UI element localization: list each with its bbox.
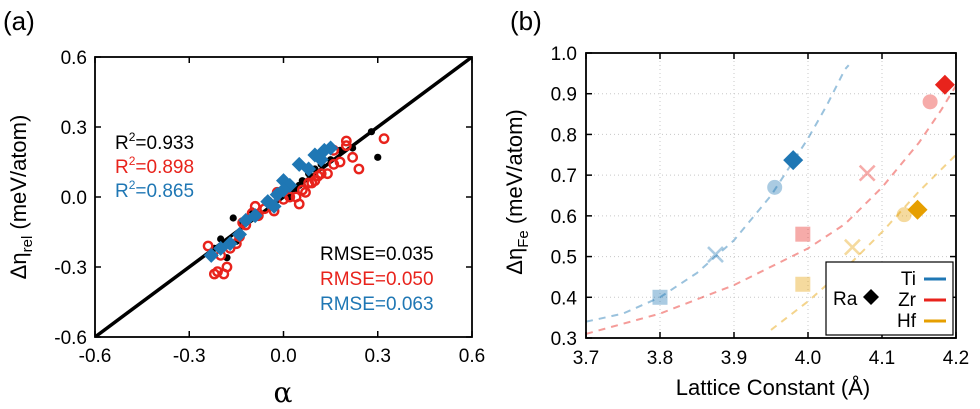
fit-curve [770,154,956,331]
panel-a-x-tick-label: -0.6 [79,346,112,367]
panel-a: (a) -0.6-0.30.00.30.6 -0.6 -0.3 0.0 0.3 0.6 … [3,6,485,409]
panel-a-x-tick-label: 0.3 [365,346,391,367]
red-data-point [322,168,333,180]
panel-b-y-tick-label: 0.8 [551,125,577,146]
panel-b-y-tick-label: 0.5 [551,248,577,269]
blue-data-point [232,226,248,242]
panel-b-grid [586,53,956,338]
ti-diamond-marker [783,150,804,171]
black-data-point [367,128,376,136]
panel-b-y-tick-label: 0.9 [551,85,577,106]
red-data-point [221,261,233,273]
hf-x-marker [843,238,861,256]
blue-data-point [222,236,238,252]
hf-circle-marker [896,207,912,223]
panel-a-y-tick-labels: -0.6 -0.3 0.0 0.3 0.6 [54,48,87,349]
panel-b-fit-curves [586,64,956,335]
rmse-red: RMSE=0.050 [320,269,434,290]
r2-blue: R2=0.865 [115,178,194,202]
blue-data-point [323,140,339,156]
panel-b-y-axis-title: ΔηFe (meV/atom) [502,109,532,274]
panel-b-y-tick-label: 0.4 [551,288,578,309]
zr-square-marker [795,226,811,242]
black-data-point [374,153,382,161]
red-data-point [202,240,214,252]
red-data-point [300,186,311,198]
zr-diamond-marker [934,74,955,95]
ti-x-marker [707,246,724,263]
panel-a-y-tick-label: 0.0 [61,188,87,209]
rmse-block: RMSE=0.035 RMSE=0.050 RMSE=0.063 [320,244,434,315]
legend-ra-label: Ra [833,289,858,310]
panel-a-y-tick-label: -0.6 [54,328,87,349]
panel-b-x-tick-label: 4.2 [943,348,969,369]
panel-b-x-tick-label: 3.9 [721,348,747,369]
hf-diamond-marker [907,199,928,220]
legend-label-hf: Hf [897,311,917,332]
panel-b-x-tick-label: 3.8 [647,348,673,369]
panel-b-y-tick-labels: 0.3 0.4 0.5 0.6 0.7 0.8 0.9 1.0 [551,44,578,350]
panel-a-y-tick-label: 0.6 [61,48,87,69]
hf-square-marker [795,276,811,292]
red-data-point [347,151,359,163]
red-data-point [328,158,340,170]
zr-x-marker [858,164,876,182]
fit-curve [586,85,956,335]
panel-b-label: (b) [510,6,542,36]
panel-b-x-tick-labels: 3.7 3.8 3.9 4.0 4.1 4.2 [573,348,969,369]
panel-a-y-tick-label: 0.3 [61,118,87,139]
black-data-point [229,214,237,222]
panel-b: (b) 0.3 0.4 0.5 0.6 0.7 0.8 0.9 1.0 3.7 3.8 3.9 4.… [502,6,969,400]
legend-label-zr: Zr [898,290,917,311]
red-data-point [353,163,365,175]
red-data-point [378,133,390,145]
panel-a-x-axis-title: α [274,376,293,409]
fit-curve [586,64,850,323]
legend-label-ti: Ti [901,269,916,290]
blue-data-point [276,182,291,198]
ti-circle-marker [767,179,783,195]
panel-a-x-tick-label: 0.0 [270,346,296,367]
panel-b-data-points [652,74,955,305]
panel-b-y-tick-label: 0.3 [551,329,577,350]
red-data-point [212,266,223,278]
panel-b-y-tick-label: 1.0 [551,44,577,65]
ti-square-marker [652,289,668,305]
panel-a-x-tick-label: 0.6 [459,346,485,367]
panel-a-frame [94,56,473,338]
black-data-point [217,235,225,243]
panel-b-frame [585,52,957,339]
blue-data-point [301,161,317,177]
panel-b-x-axis-title: Lattice Constant (Å) [676,375,870,400]
panel-a-data-points [202,128,390,280]
red-data-point [340,140,352,152]
panel-b-y-tick-label: 0.6 [551,207,577,228]
r2-block: R2=0.933 R2=0.898 R2=0.865 [115,130,194,202]
panel-b-x-tick-label: 4.0 [795,348,821,369]
panel-a-y-tick-label: -0.3 [54,258,87,279]
panel-b-x-tick-label: 4.1 [869,348,895,369]
r2-black: R2=0.933 [115,130,194,154]
panel-a-x-tick-label: -0.3 [173,346,206,367]
blue-data-point [247,208,263,224]
zr-circle-marker [922,94,938,110]
r2-red: R2=0.898 [115,154,194,178]
panel-b-x-tick-label: 3.7 [573,348,599,369]
red-data-point [340,135,352,147]
blue-data-point [266,198,282,214]
panel-a-y-axis-title: Δηrel (meV/atom) [6,115,36,280]
red-data-point [334,156,346,168]
panel-a-label: (a) [3,6,35,36]
red-data-point [293,198,305,210]
red-data-point [315,168,327,180]
legend-diamond-icon [863,289,879,305]
rmse-black: RMSE=0.035 [320,244,434,265]
panel-b-y-tick-label: 0.7 [551,166,577,187]
panel-a-x-tick-labels: -0.6 -0.3 0.0 0.3 0.6 [79,346,486,367]
rmse-blue: RMSE=0.063 [320,294,434,315]
blue-data-point [203,247,219,263]
